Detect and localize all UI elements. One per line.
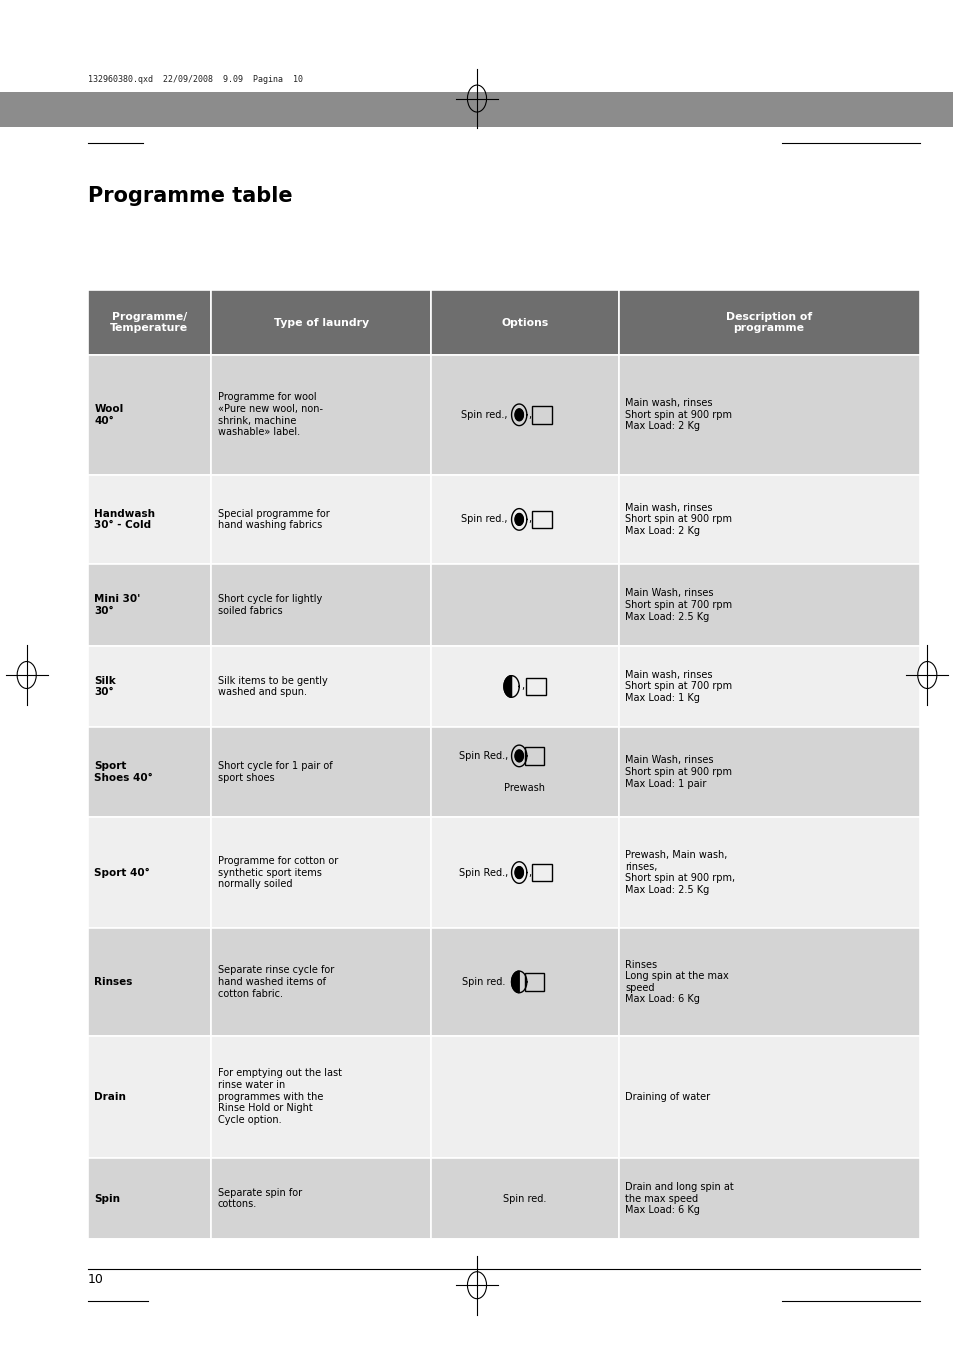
Bar <box>431 645 618 728</box>
Bar <box>0 92 953 127</box>
Bar <box>211 355 431 475</box>
Text: Separate rinse cycle for
hand washed items of
cotton fabric.: Separate rinse cycle for hand washed ite… <box>217 965 334 999</box>
Bar <box>618 645 919 728</box>
Text: Options: Options <box>500 317 548 328</box>
Bar <box>532 510 552 528</box>
Text: Spin Red.,: Spin Red., <box>458 751 507 761</box>
Polygon shape <box>503 675 511 697</box>
Polygon shape <box>515 867 523 879</box>
Text: Programme table: Programme table <box>88 186 292 207</box>
Text: Sport
Shoes 40°: Sport Shoes 40° <box>94 761 153 783</box>
Bar <box>431 355 618 475</box>
Text: Separate spin for
cottons.: Separate spin for cottons. <box>217 1188 301 1210</box>
Text: Rinses
Long spin at the max
speed
Max Load: 6 Kg: Rinses Long spin at the max speed Max Lo… <box>624 960 728 1004</box>
Text: Spin red.: Spin red. <box>462 977 505 987</box>
Text: Description of
programme: Description of programme <box>725 312 811 333</box>
Text: ,: , <box>527 514 531 524</box>
Bar <box>532 406 552 424</box>
Text: Main wash, rinses
Short spin at 900 rpm
Max Load: 2 Kg: Main wash, rinses Short spin at 900 rpm … <box>624 502 731 536</box>
Text: Prewash, Main wash,
rinses,
Short spin at 900 rpm,
Max Load: 2.5 Kg: Prewash, Main wash, rinses, Short spin a… <box>624 850 735 895</box>
Bar <box>211 728 431 817</box>
Text: Rinses: Rinses <box>94 977 132 987</box>
Bar <box>431 929 618 1035</box>
Bar <box>618 355 919 475</box>
Bar <box>88 645 211 728</box>
Text: Draining of water: Draining of water <box>624 1092 710 1102</box>
Bar <box>618 1158 919 1239</box>
Text: ,: , <box>520 682 524 691</box>
Bar <box>211 817 431 929</box>
Bar <box>431 1158 618 1239</box>
Bar <box>88 475 211 564</box>
Polygon shape <box>511 971 518 992</box>
Text: Main Wash, rinses
Short spin at 700 rpm
Max Load: 2.5 Kg: Main Wash, rinses Short spin at 700 rpm … <box>624 589 732 621</box>
Text: Spin: Spin <box>94 1193 120 1204</box>
Text: Spin red.,: Spin red., <box>460 514 507 524</box>
Bar <box>211 475 431 564</box>
Text: Programme for cotton or
synthetic sport items
normally soiled: Programme for cotton or synthetic sport … <box>217 856 337 890</box>
Polygon shape <box>515 409 523 421</box>
Bar <box>618 564 919 645</box>
Text: Sport 40°: Sport 40° <box>94 868 150 878</box>
Text: For emptying out the last
rinse water in
programmes with the
Rinse Hold or Night: For emptying out the last rinse water in… <box>217 1068 341 1125</box>
Text: Main wash, rinses
Short spin at 900 rpm
Max Load: 2 Kg: Main wash, rinses Short spin at 900 rpm … <box>624 398 731 432</box>
Bar <box>211 290 431 355</box>
Text: Mini 30'
30°: Mini 30' 30° <box>94 594 141 616</box>
Text: Short cycle for lightly
soiled fabrics: Short cycle for lightly soiled fabrics <box>217 594 321 616</box>
Text: Silk items to be gently
washed and spun.: Silk items to be gently washed and spun. <box>217 675 327 697</box>
Bar <box>431 475 618 564</box>
Bar <box>526 678 546 695</box>
Text: Silk
30°: Silk 30° <box>94 675 116 697</box>
Text: Drain and long spin at
the max speed
Max Load: 6 Kg: Drain and long spin at the max speed Max… <box>624 1183 733 1215</box>
Text: 10: 10 <box>88 1273 104 1287</box>
Bar <box>88 929 211 1035</box>
Text: Wool
40°: Wool 40° <box>94 404 124 425</box>
Bar <box>431 728 618 817</box>
Text: 132960380.qxd  22/09/2008  9.09  Pagina  10: 132960380.qxd 22/09/2008 9.09 Pagina 10 <box>88 74 302 84</box>
Bar <box>88 728 211 817</box>
Text: Main Wash, rinses
Short spin at 900 rpm
Max Load: 1 pair: Main Wash, rinses Short spin at 900 rpm … <box>624 756 731 788</box>
Bar <box>88 817 211 929</box>
Bar <box>211 1035 431 1158</box>
Bar <box>88 564 211 645</box>
Bar <box>618 475 919 564</box>
Text: Spin red.,: Spin red., <box>460 410 507 420</box>
Text: Spin Red.,: Spin Red., <box>458 868 507 878</box>
Bar <box>431 1035 618 1158</box>
Text: Short cycle for 1 pair of
sport shoes: Short cycle for 1 pair of sport shoes <box>217 761 332 783</box>
Bar <box>618 728 919 817</box>
Bar <box>618 1035 919 1158</box>
Bar <box>618 817 919 929</box>
Bar <box>618 929 919 1035</box>
Bar <box>431 290 618 355</box>
Bar <box>431 817 618 929</box>
Polygon shape <box>515 751 523 761</box>
Text: Spin red.: Spin red. <box>503 1193 546 1204</box>
Bar <box>211 1158 431 1239</box>
Text: Type of laundry: Type of laundry <box>274 317 368 328</box>
Text: ,: , <box>527 410 531 420</box>
Bar <box>524 973 544 991</box>
Bar <box>211 929 431 1035</box>
Bar <box>431 564 618 645</box>
Text: ,: , <box>527 868 531 878</box>
Bar <box>88 290 211 355</box>
Bar <box>618 290 919 355</box>
Text: Prewash: Prewash <box>504 783 545 794</box>
Bar <box>88 1035 211 1158</box>
Text: Drain: Drain <box>94 1092 126 1102</box>
Text: Special programme for
hand washing fabrics: Special programme for hand washing fabri… <box>217 509 329 531</box>
Bar <box>211 645 431 728</box>
Bar <box>88 355 211 475</box>
Bar <box>88 1158 211 1239</box>
Text: Handwash
30° - Cold: Handwash 30° - Cold <box>94 509 155 531</box>
Polygon shape <box>515 513 523 525</box>
Text: Programme/
Temperature: Programme/ Temperature <box>111 312 188 333</box>
Text: Programme for wool
«Pure new wool, non-
shrink, machine
washable» label.: Programme for wool «Pure new wool, non- … <box>217 393 322 437</box>
Bar <box>211 564 431 645</box>
Bar <box>524 747 544 764</box>
Text: Main wash, rinses
Short spin at 700 rpm
Max Load: 1 Kg: Main wash, rinses Short spin at 700 rpm … <box>624 670 732 703</box>
Bar <box>532 864 552 882</box>
